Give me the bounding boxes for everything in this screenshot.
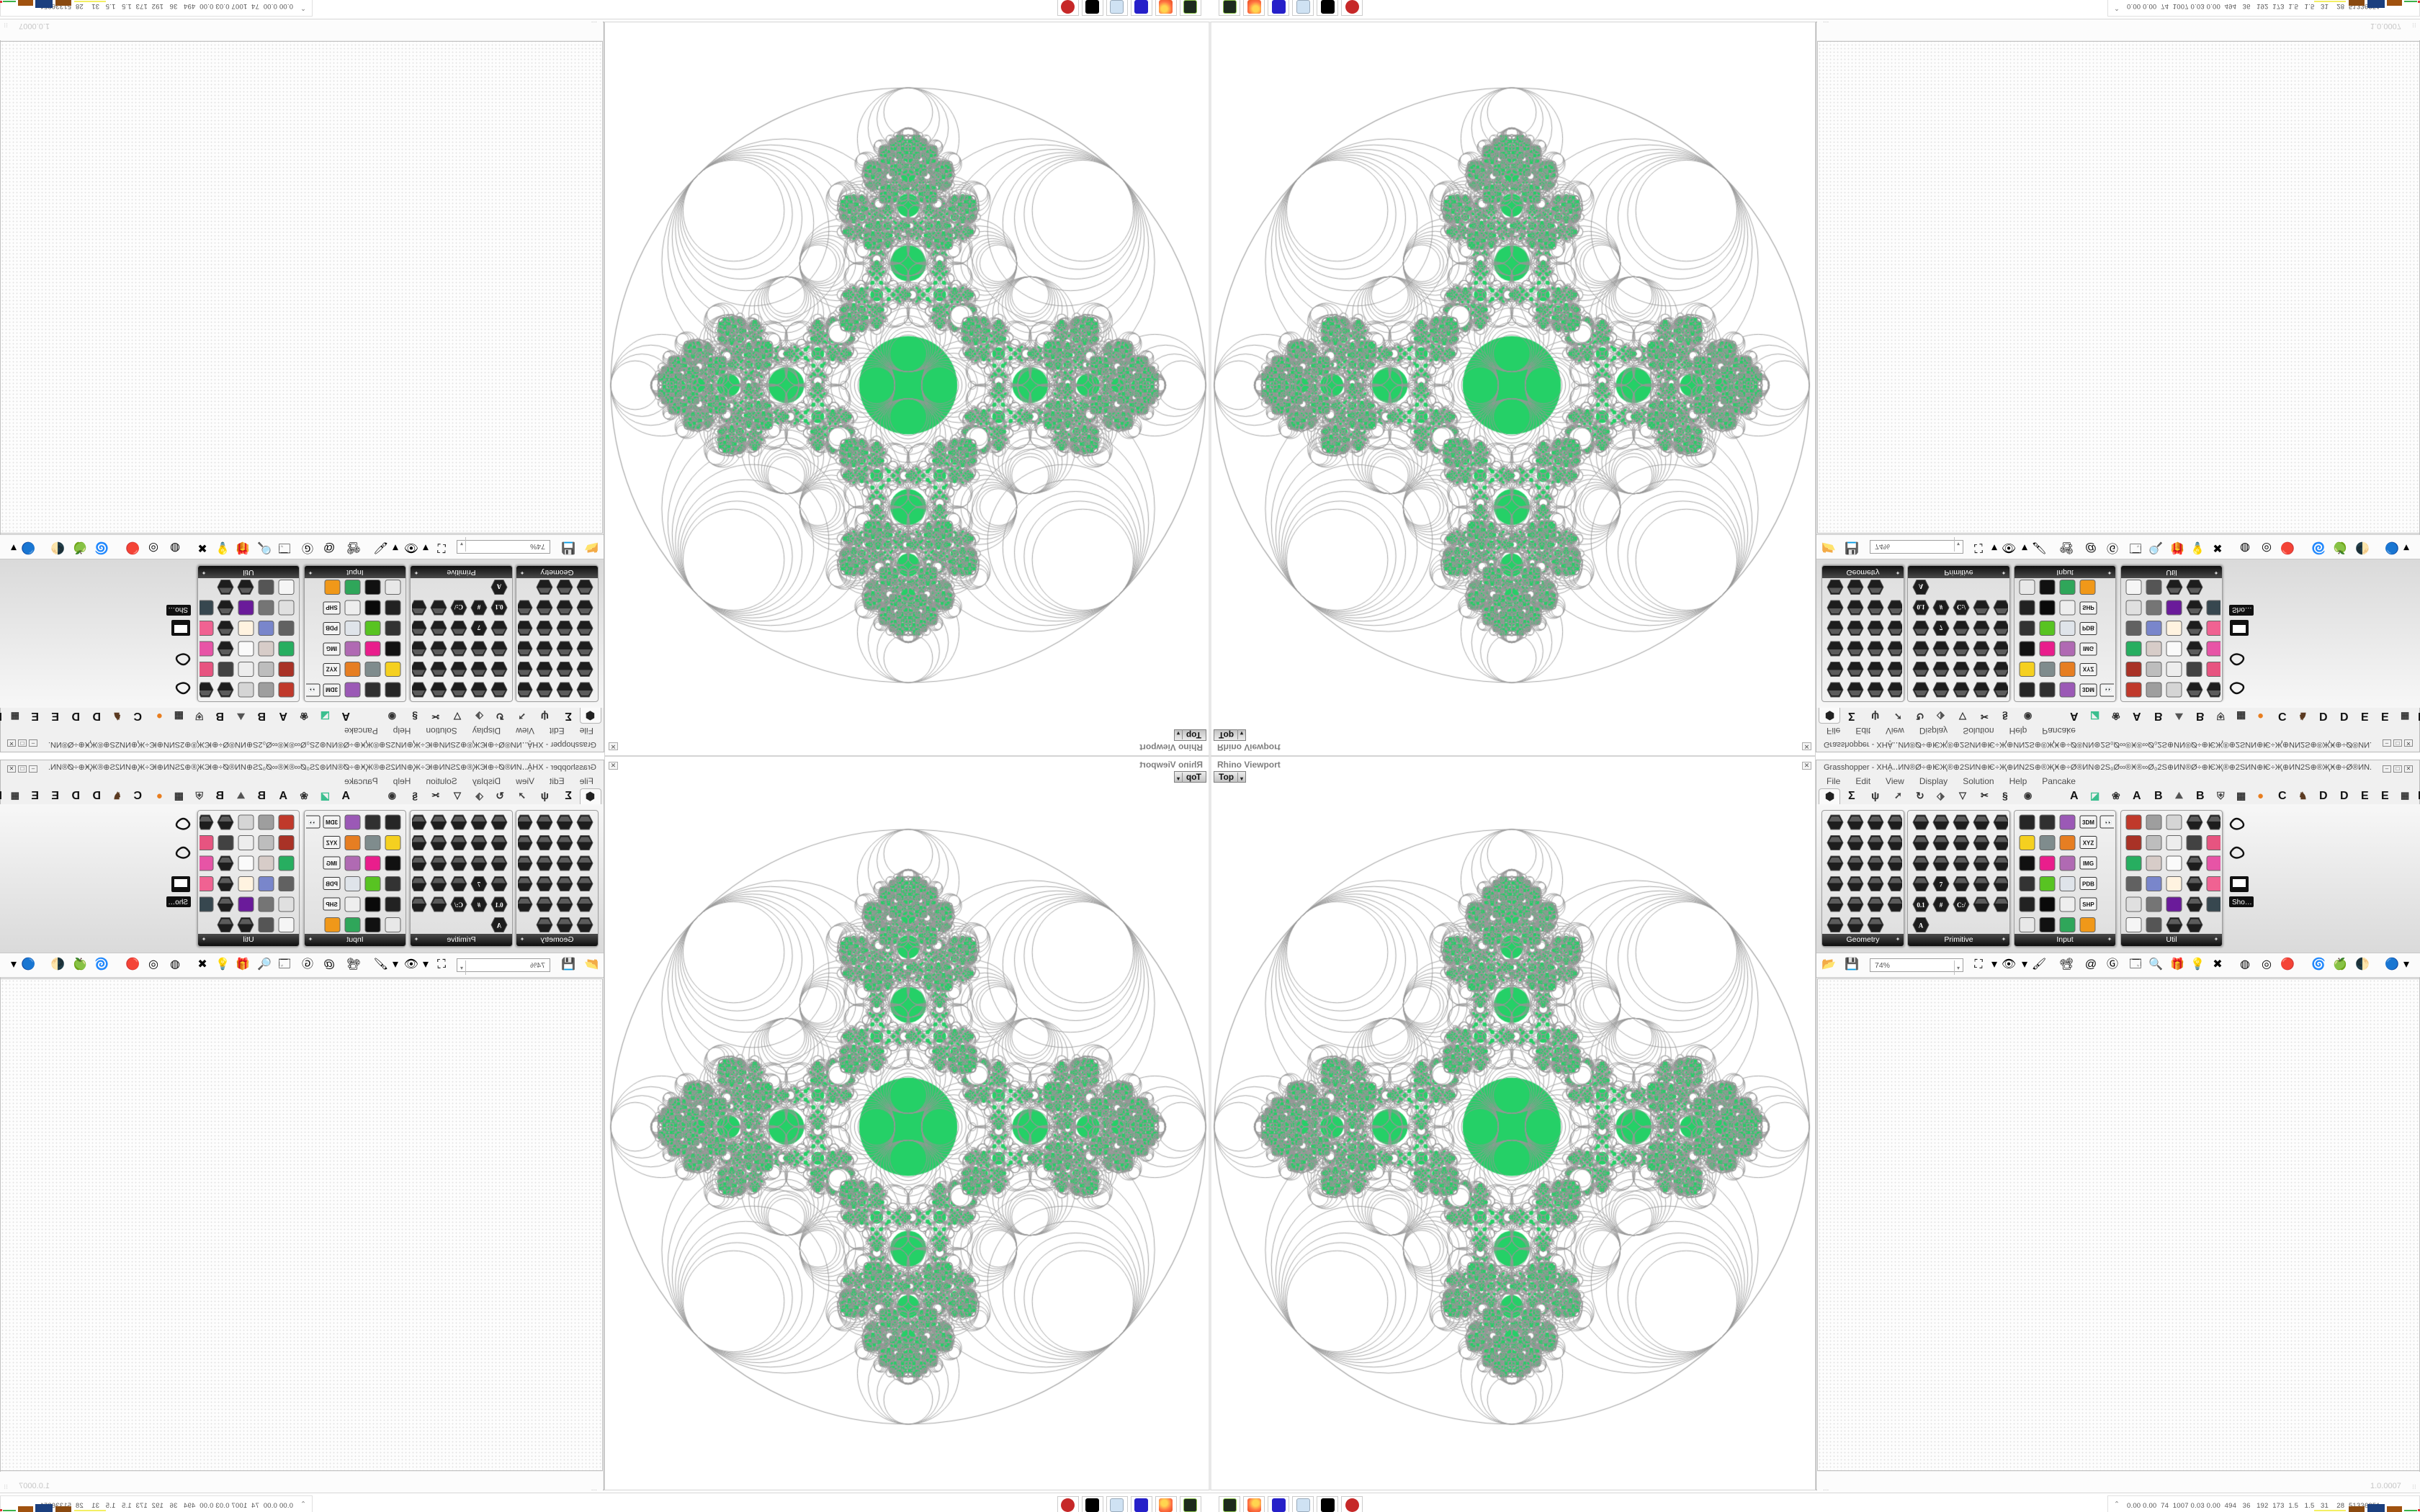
svg-text:3DM: 3DM: [2082, 819, 2094, 826]
svg-text:A: A: [496, 583, 501, 590]
svg-text:3DM: 3DM: [2082, 686, 2094, 693]
svg-text:IMG: IMG: [326, 645, 337, 652]
svg-text:Sho…: Sho…: [2232, 606, 2252, 613]
svg-text:SHP: SHP: [2082, 901, 2094, 908]
svg-text:3DM: 3DM: [326, 819, 338, 826]
svg-text:A: A: [496, 922, 501, 930]
svg-text:👀: 👀: [2105, 819, 2112, 826]
svg-text:0.1: 0.1: [495, 901, 503, 909]
svg-text:XYZ: XYZ: [326, 840, 338, 847]
svg-text:Sho…: Sho…: [168, 899, 188, 906]
svg-text:#: #: [1940, 603, 1943, 611]
svg-text:7: 7: [1940, 881, 1943, 888]
svg-text:👀: 👀: [2105, 686, 2112, 693]
svg-text:PDB: PDB: [2082, 881, 2094, 888]
svg-text:XYZ: XYZ: [326, 666, 338, 672]
svg-text:3DM: 3DM: [326, 686, 338, 693]
svg-text:C:/: C:/: [1957, 603, 1966, 611]
svg-text:#: #: [477, 901, 480, 909]
svg-text:C:/: C:/: [1957, 901, 1966, 909]
svg-text:7: 7: [477, 624, 480, 631]
svg-text:IMG: IMG: [326, 860, 337, 867]
svg-text:Sho…: Sho…: [168, 606, 188, 613]
svg-text:SHP: SHP: [2082, 604, 2094, 611]
svg-text:7: 7: [477, 881, 480, 888]
svg-text:PDB: PDB: [326, 881, 338, 888]
svg-text:#: #: [477, 603, 480, 611]
svg-text:XYZ: XYZ: [2083, 666, 2094, 672]
svg-text:7: 7: [1940, 624, 1943, 631]
svg-text:0.1: 0.1: [1917, 901, 1925, 909]
svg-text:IMG: IMG: [2083, 645, 2094, 652]
svg-text:C:/: C:/: [454, 901, 463, 909]
svg-text:XYZ: XYZ: [2083, 840, 2094, 847]
svg-text:PDB: PDB: [326, 625, 338, 631]
svg-text:PDB: PDB: [2082, 625, 2094, 631]
svg-text:SHP: SHP: [326, 901, 338, 908]
svg-text:IMG: IMG: [2083, 860, 2094, 867]
svg-text:👀: 👀: [308, 686, 315, 693]
svg-text:Sho…: Sho…: [2232, 899, 2252, 906]
svg-text:0.1: 0.1: [495, 603, 503, 611]
svg-text:👀: 👀: [308, 819, 315, 826]
svg-text:0.1: 0.1: [1917, 603, 1925, 611]
svg-text:C:/: C:/: [454, 603, 463, 611]
svg-text:#: #: [1940, 901, 1943, 909]
svg-text:A: A: [1919, 922, 1924, 930]
svg-text:SHP: SHP: [326, 604, 338, 611]
svg-text:A: A: [1919, 583, 1924, 590]
